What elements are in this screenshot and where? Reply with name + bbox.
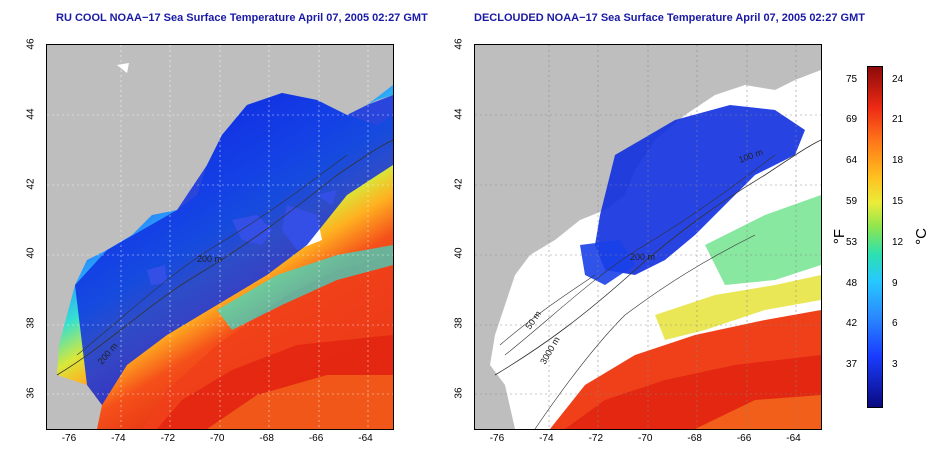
fahrenheit-tick-label: 59	[846, 196, 858, 207]
contour-100m	[504, 154, 776, 356]
fahrenheit-tick-label: 42	[846, 318, 858, 330]
sst-map-ru-cool: 200 m 200 m	[46, 44, 394, 430]
orange-band	[207, 375, 393, 429]
celsius-tick-label: 18	[892, 155, 904, 167]
cyan-slope-water	[217, 245, 393, 330]
left-map-title: RU COOL NOAA−17 Sea Surface Temperature …	[56, 12, 428, 24]
y-tick-label: 38	[453, 317, 465, 329]
celsius-tick-label: 9	[892, 277, 898, 289]
y-tick-label: 46	[25, 38, 37, 50]
celsius-tick-label: 21	[892, 114, 904, 126]
right-map-title: DECLOUDED NOAA−17 Sea Surface Temperatur…	[474, 12, 865, 24]
cold-shelf-water	[75, 93, 393, 405]
x-tick-label: -68	[687, 433, 702, 444]
celsius-tick-label: 6	[892, 318, 898, 330]
contour-200m	[494, 139, 821, 376]
x-tick-label: -72	[588, 433, 604, 444]
contour-200m	[56, 139, 393, 376]
x-tick-label: -70	[210, 433, 225, 444]
cold-shelf-water	[595, 105, 805, 275]
x-tick-label: -68	[259, 433, 274, 444]
y-tick-label: 42	[453, 178, 465, 190]
y-tick-label: 46	[453, 38, 465, 50]
y-tick-label: 36	[453, 387, 465, 399]
fahrenheit-tick-label: 53	[846, 236, 858, 248]
x-tick-label: -76	[489, 433, 505, 444]
fahrenheit-tick-label: 69	[846, 114, 858, 126]
contour-100m	[76, 154, 348, 356]
celsius-tick-label: 12	[892, 236, 904, 248]
y-tick-label: 38	[25, 317, 37, 329]
fahrenheit-tick-label: 64	[846, 155, 858, 167]
orange-band	[695, 395, 821, 429]
x-tick-label: -66	[736, 433, 752, 444]
green-slope-water	[705, 195, 821, 285]
celsius-tick-label: 15	[892, 196, 904, 207]
y-tick-label: 36	[25, 387, 37, 399]
celsius-tick-label: 24	[892, 73, 904, 85]
contour-label: 200 m	[630, 252, 655, 262]
fahrenheit-tick-label: 75	[846, 73, 858, 85]
x-tick-label: -70	[638, 433, 653, 444]
x-tick-label: -72	[160, 433, 176, 444]
sst-map-declouded: 200 m 100 m 50 m 3000 m	[474, 44, 822, 430]
temperature-colorbar	[867, 66, 883, 408]
y-tick-label: 42	[25, 178, 37, 190]
yellow-front	[655, 275, 821, 340]
x-tick-label: -74	[111, 433, 126, 444]
y-tick-label: 40	[25, 247, 37, 260]
x-tick-label: -76	[61, 433, 77, 444]
cloud-patch	[117, 63, 129, 73]
contour-label: 200 m	[197, 254, 222, 264]
x-tick-label: -64	[786, 433, 801, 444]
celsius-unit-label: °C	[912, 228, 930, 245]
y-tick-label: 44	[25, 108, 37, 120]
contour-3000m	[534, 234, 756, 429]
x-tick-label: -74	[539, 433, 554, 444]
y-tick-label: 44	[453, 108, 465, 120]
fahrenheit-tick-label: 37	[846, 359, 858, 371]
x-tick-label: -66	[308, 433, 324, 444]
cold-shelf-water	[580, 240, 635, 285]
y-tick-label: 40	[453, 247, 465, 260]
fahrenheit-tick-label: 48	[846, 277, 858, 289]
celsius-tick-label: 3	[892, 359, 898, 371]
contour-50m	[499, 274, 596, 346]
land-mass	[47, 45, 393, 429]
land-mass	[475, 45, 821, 429]
fahrenheit-unit-label: °F	[831, 228, 849, 245]
x-tick-label: -64	[358, 433, 373, 444]
